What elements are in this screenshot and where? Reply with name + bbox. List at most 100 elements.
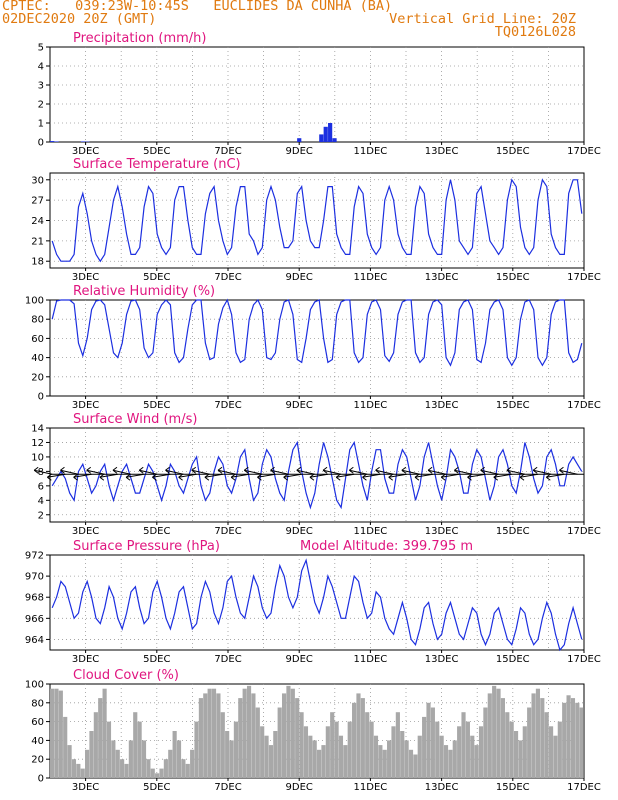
wind-vector-head <box>454 466 459 474</box>
cloud-bar <box>483 707 488 778</box>
precip-frame <box>49 46 585 143</box>
temp-xtick-label: 15DEC <box>496 272 530 283</box>
cloud-bar <box>566 695 571 778</box>
pres-ytick-label: 972 <box>25 551 44 562</box>
wind-vector-head <box>86 466 92 474</box>
pres-ytick-label: 970 <box>25 572 44 583</box>
cloud-bar <box>286 685 291 778</box>
precip-xtick-label: 15DEC <box>496 146 530 157</box>
cloud-bar <box>133 712 138 778</box>
cloud-bar <box>343 745 348 778</box>
cloud-bar <box>312 740 317 778</box>
wind-vector-head <box>270 466 275 474</box>
wind-vector-head <box>480 466 485 474</box>
cloud-ytick-label: 40 <box>31 736 44 747</box>
cloud-bar <box>461 712 466 778</box>
rh-xtick-label: 7DEC <box>214 400 241 411</box>
rh-series-line <box>51 298 583 367</box>
cloud-bar <box>203 693 208 778</box>
cloud-bar <box>470 735 475 778</box>
cloud-bar <box>487 693 492 778</box>
cloud-bar <box>435 721 440 778</box>
temp-ytick-label: 18 <box>31 257 44 268</box>
cloud-bar <box>518 740 523 778</box>
cloud-bar <box>216 693 221 778</box>
wind-ytick-label: 12 <box>31 438 44 449</box>
cloud-xtick-label: 17DEC <box>567 782 601 793</box>
cloud-bar <box>575 702 580 778</box>
cloud-bar <box>89 731 94 778</box>
header-grid-line: Vertical Grid Line: 20Z <box>389 11 576 27</box>
wind-vector <box>533 469 552 475</box>
wind-ytick-label: 2 <box>38 510 44 521</box>
cloud-xtick-label: 9DEC <box>286 782 313 793</box>
wind-vector-head <box>375 466 380 474</box>
cloud-bar <box>553 735 558 778</box>
cloud-bar <box>141 740 147 778</box>
wind-vector <box>257 473 276 478</box>
header-model-code: TQ0126L028 <box>494 24 576 40</box>
rh-ytick-label: 40 <box>31 353 44 364</box>
pres-xtick-label: 3DEC <box>72 654 99 665</box>
wind-vector <box>270 469 289 475</box>
cloud-bar <box>102 688 107 778</box>
wind-vector <box>322 469 342 475</box>
wind-vector-head <box>204 473 210 481</box>
cloud-bar <box>448 749 453 778</box>
cloud-bar <box>207 688 212 778</box>
cloud-bar <box>387 740 392 778</box>
cloud-ytick-label: 20 <box>31 755 44 766</box>
precip-bar <box>332 138 337 142</box>
cloud-bar <box>373 735 379 778</box>
cloud-bar <box>229 740 234 778</box>
temp-xtick-label: 7DEC <box>214 272 241 283</box>
wind-vector-head <box>493 473 499 481</box>
cloud-bar <box>347 721 352 778</box>
wind-vector <box>60 469 79 475</box>
cloud-ytick-label: 80 <box>31 698 44 709</box>
cloud-bar <box>443 745 449 778</box>
cloud-bar <box>190 749 195 778</box>
wind-title: Surface Wind (m/s) <box>73 412 197 427</box>
wind-vector-head <box>283 473 288 481</box>
cloud-bar <box>570 698 576 778</box>
cloud-bar <box>492 685 497 778</box>
precip-bar <box>54 141 59 142</box>
cloud-bar <box>71 759 77 778</box>
wind-vector <box>244 469 263 475</box>
rh-xtick-label: 13DEC <box>425 400 459 411</box>
cloud-bar <box>76 763 81 778</box>
wind-vector-head <box>257 473 262 481</box>
cloud-bar <box>369 721 374 778</box>
wind-vector <box>126 473 145 478</box>
cloud-bar <box>128 740 133 778</box>
cloud-bar <box>579 707 584 778</box>
cloud-bar <box>255 707 260 778</box>
cloud-bar <box>106 721 112 778</box>
rh-ytick-label: 80 <box>31 315 44 326</box>
cloud-bar <box>194 721 199 778</box>
cloud-bar <box>290 688 295 778</box>
wind-series-line <box>51 440 583 510</box>
cloud-xtick-label: 3DEC <box>72 782 99 793</box>
cloud-bar <box>478 726 484 778</box>
cloud-bar <box>50 688 55 778</box>
pres-xtick-label: 5DEC <box>143 654 170 665</box>
cloud-bar <box>242 688 247 778</box>
cloud-bar <box>299 712 304 778</box>
temp-series-line <box>51 178 583 263</box>
cloud-bar <box>562 702 567 778</box>
rh-title: Relative Humidity (%) <box>73 284 215 299</box>
cloud-bar <box>452 740 457 778</box>
cloud-bar <box>430 707 435 778</box>
rh-ytick-label: 0 <box>38 392 44 403</box>
cloud-bar <box>535 688 541 778</box>
wind-vector <box>480 469 499 475</box>
cloud-bar <box>281 693 287 778</box>
wind-vector <box>283 473 302 478</box>
rh-frame <box>49 299 585 397</box>
cloud-ytick-label: 100 <box>25 680 44 691</box>
temp-ytick-label: 27 <box>31 196 44 207</box>
wind-vector <box>349 469 368 475</box>
